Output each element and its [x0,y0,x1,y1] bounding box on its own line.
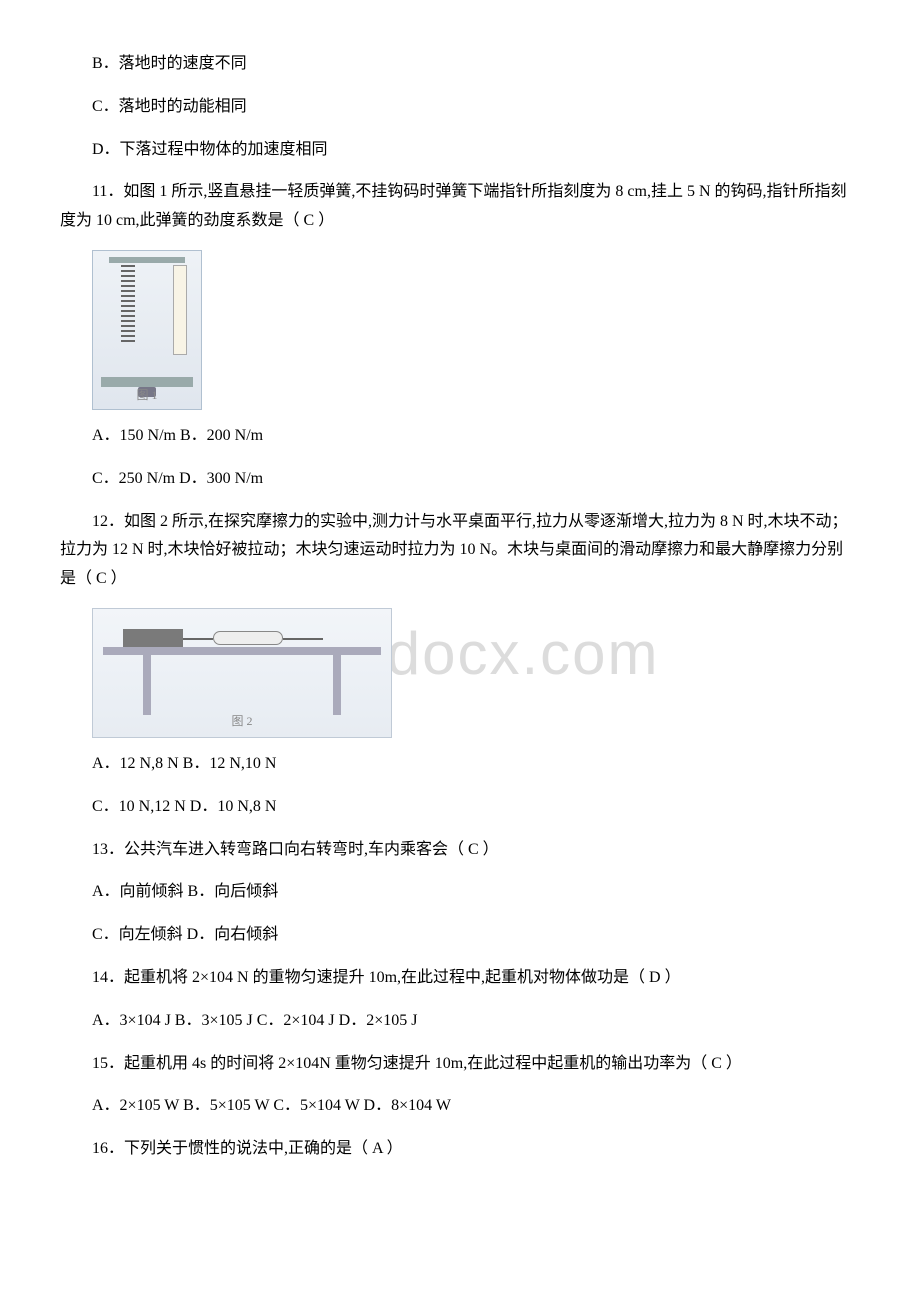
fig2-string-1 [183,638,213,640]
fig1-spring [121,265,135,345]
q14-options: A．3×104 J B．3×105 J C．2×104 J D．2×105 J [60,1007,850,1036]
figure-1: 图 1 [92,250,850,410]
fig2-leg-right [333,655,341,715]
q13-options-ab: A．向前倾斜 B．向后倾斜 [60,878,850,907]
fig2-string-2 [283,638,323,640]
q13-options-cd: C．向左倾斜 D．向右倾斜 [60,921,850,950]
fig2-caption: 图 2 [93,711,391,733]
q11-stem: 11．如图 1 所示,竖直悬挂一轻质弹簧,不挂钩码时弹簧下端指针所指刻度为 8 … [60,178,850,236]
q11-options-ab: A．150 N/m B．200 N/m [60,422,850,451]
fig1-top-bar [109,257,186,263]
q15-options: A．2×105 W B．5×105 W C．5×104 W D．8×104 W [60,1092,850,1121]
q13-stem: 13．公共汽车进入转弯路口向右转弯时,车内乘客会（ C ） [60,836,850,865]
fig2-force-meter [213,631,283,645]
fig2-tabletop [103,647,381,655]
q15-stem: 15．起重机用 4s 的时间将 2×104N 重物匀速提升 10m,在此过程中起… [60,1050,850,1079]
fig1-ruler [173,265,187,355]
q12-stem: 12．如图 2 所示,在探究摩擦力的实验中,测力计与水平桌面平行,拉力从零逐渐增… [60,508,850,594]
q10-option-c: C．落地时的动能相同 [60,93,850,122]
figure-2: 图 2 [92,608,850,738]
q10-option-b: B．落地时的速度不同 [60,50,850,79]
q14-stem: 14．起重机将 2×104 N 的重物匀速提升 10m,在此过程中,起重机对物体… [60,964,850,993]
q16-stem: 16．下列关于惯性的说法中,正确的是（ A ） [60,1135,850,1164]
fig2-block [123,629,183,647]
fig1-caption: 图 1 [136,385,157,407]
fig2-leg-left [143,655,151,715]
q10-option-d: D．下落过程中物体的加速度相同 [60,136,850,165]
q11-options-cd: C．250 N/m D．300 N/m [60,465,850,494]
q12-options-ab: A．12 N,8 N B．12 N,10 N [60,750,850,779]
q12-options-cd: C．10 N,12 N D．10 N,8 N [60,793,850,822]
